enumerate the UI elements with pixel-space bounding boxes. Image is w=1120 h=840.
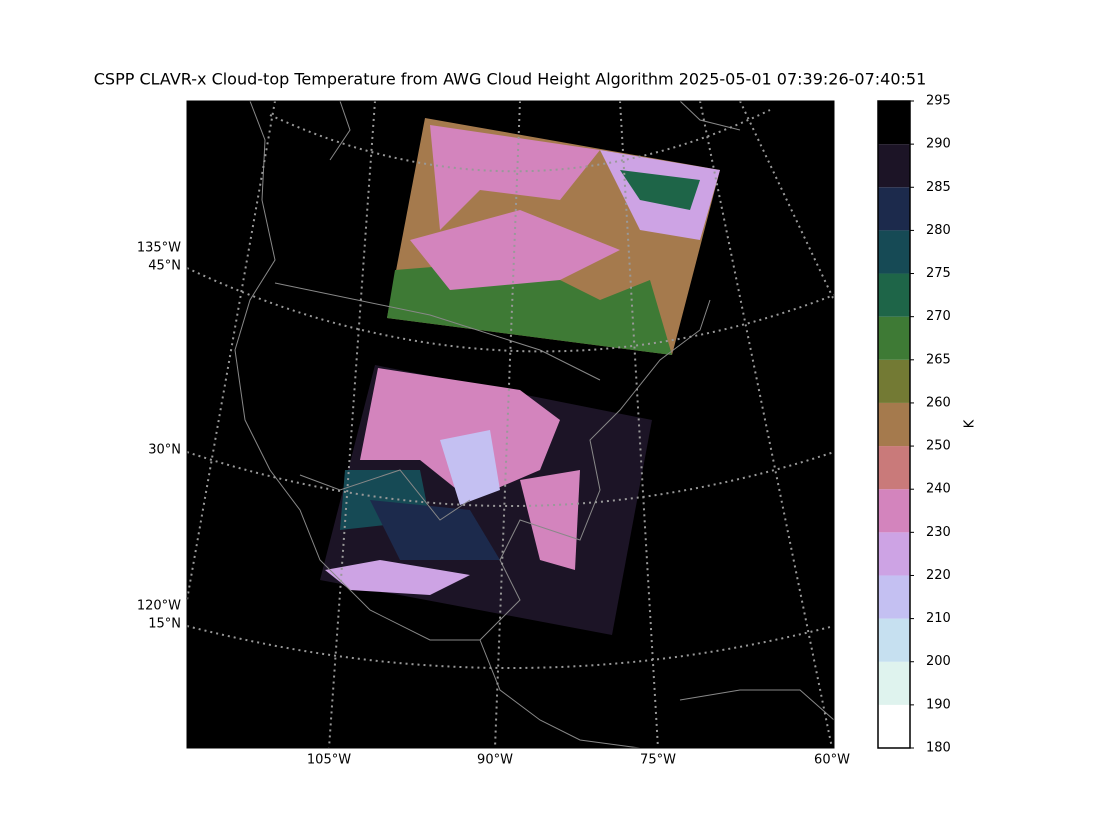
title: CSPP CLAVR-x Cloud-top Temperature from … <box>94 70 927 89</box>
cloud-patch <box>325 560 470 595</box>
cloud-patch <box>430 125 600 230</box>
colorbar-segment <box>878 316 910 360</box>
colorbar-segment <box>878 402 910 447</box>
meridian <box>699 100 833 749</box>
lon-label: 120°W <box>137 599 181 614</box>
colorbar-tick-label: 295 <box>926 94 951 109</box>
cloud-patch <box>360 368 560 500</box>
colorbar-segment <box>878 618 910 662</box>
swaths <box>320 118 720 635</box>
meridian <box>739 100 835 301</box>
colorbar-tick-label: 275 <box>926 266 951 281</box>
colorbar-tick-label: 200 <box>926 654 951 669</box>
colorbar-tick-label: 250 <box>926 439 951 454</box>
colorbar-segment <box>878 661 910 705</box>
colorbar-segment <box>878 359 910 403</box>
meridian <box>328 100 376 749</box>
graticule <box>186 100 835 749</box>
colorbar-segment <box>878 101 910 145</box>
coastlines <box>234 100 835 749</box>
colorbar-segment <box>878 532 910 576</box>
lon-label: 135°W <box>137 241 181 256</box>
cloud-patch <box>620 170 700 210</box>
lat-label: 15°N <box>148 617 181 632</box>
lon-label: 90°W <box>477 753 513 768</box>
lat-label: 30°N <box>148 443 181 458</box>
lon-label: 60°W <box>814 753 850 768</box>
colorbar-frame <box>877 100 911 749</box>
lat-label: 45°N <box>148 259 181 274</box>
coastline <box>479 639 835 749</box>
border <box>274 282 601 521</box>
meridian <box>186 100 276 601</box>
lon-label: 105°W <box>307 753 351 768</box>
colorbar-segment <box>878 446 910 490</box>
cloud-patch <box>440 430 500 505</box>
colorbar-segment <box>878 489 910 533</box>
colorbar-label: K <box>963 419 978 428</box>
meridian <box>619 100 659 749</box>
colorbar-tick-label: 230 <box>926 525 951 540</box>
colorbar-tick-label: 190 <box>926 697 951 712</box>
colorbar-tick-label: 265 <box>926 352 951 367</box>
colorbar-segment <box>878 273 910 317</box>
cloud-patch <box>520 470 580 570</box>
colorbar-tick-label: 280 <box>926 223 951 238</box>
colorbar-tick-label: 290 <box>926 137 951 152</box>
parallel <box>269 109 771 173</box>
colorbar-tick-label: 270 <box>926 309 951 324</box>
parallel <box>186 267 835 353</box>
cloud-patch <box>370 500 500 560</box>
coastline <box>234 100 711 641</box>
colorbar-segment <box>878 575 910 619</box>
colorbar-tick-label: 180 <box>926 741 951 756</box>
colorbar-segment <box>878 230 910 274</box>
colorbar-tick-label: 240 <box>926 482 951 497</box>
lon-label: 75°W <box>640 753 676 768</box>
colorbar-segment <box>878 187 910 231</box>
cloud-patch <box>410 210 620 290</box>
map-frame <box>186 100 835 749</box>
colorbar-segment <box>878 704 910 748</box>
colorbar-tick-label: 210 <box>926 611 951 626</box>
colorbar-tick-label: 260 <box>926 395 951 410</box>
colorbar-tick-label: 220 <box>926 568 951 583</box>
coastline <box>329 100 741 161</box>
colorbar-segment <box>878 144 910 188</box>
colorbar-tick-label: 285 <box>926 180 951 195</box>
